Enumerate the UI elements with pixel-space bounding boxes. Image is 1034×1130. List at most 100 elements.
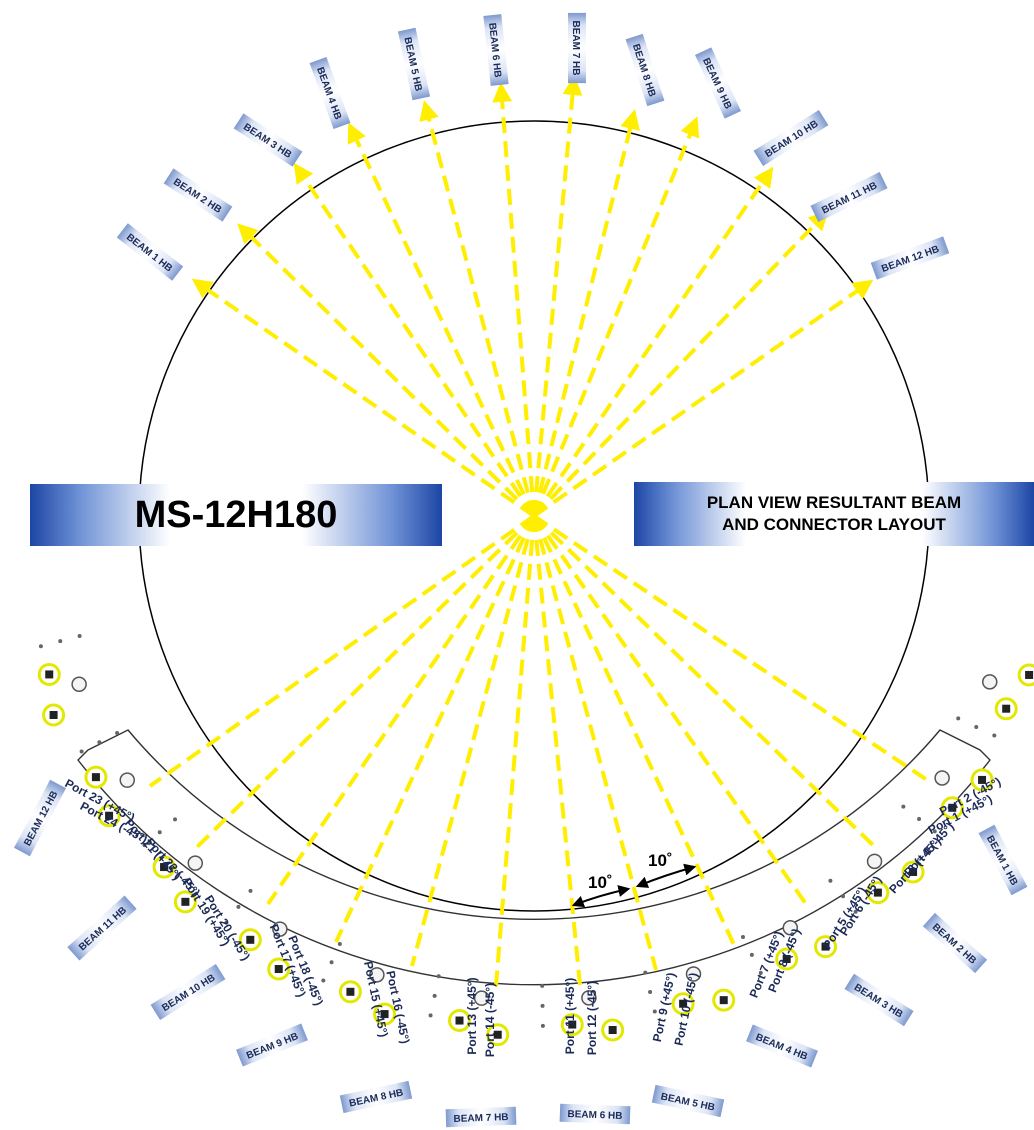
beam-line-upper bbox=[237, 223, 536, 518]
beam-tag-bottom-text: BEAM 10 HB bbox=[160, 973, 217, 1014]
beam-tag-bottom-bg bbox=[236, 1023, 308, 1067]
beam-line-upper bbox=[492, 82, 536, 517]
plate-hole bbox=[142, 843, 147, 848]
port-connector-icon bbox=[608, 1026, 617, 1035]
mount-bracket bbox=[187, 855, 204, 871]
plate-hole bbox=[248, 888, 253, 893]
port-label-text: Port 12 (-45°) bbox=[585, 981, 599, 1055]
beam-tag-bottom-bg bbox=[844, 973, 914, 1027]
beam-tag-bottom: BEAM 5 HB bbox=[651, 1084, 725, 1118]
beam-tag-top-bg bbox=[625, 33, 665, 107]
beam-line-upper bbox=[532, 210, 829, 518]
angle-arrow-left bbox=[571, 885, 631, 908]
plate-hole bbox=[236, 904, 241, 909]
port-label: Port 12 (-45°) bbox=[585, 981, 599, 1055]
beam-tag-bottom: BEAM 9 HB bbox=[236, 1023, 308, 1067]
port-connector-icon bbox=[1025, 670, 1034, 679]
beam-tag-top-bg bbox=[568, 12, 586, 84]
beam-tag-bottom-bg bbox=[339, 1080, 413, 1114]
port-label: Port 13 (+45°) bbox=[465, 977, 479, 1054]
beam-tag-bottom-bg bbox=[651, 1084, 725, 1118]
plate-hole bbox=[540, 983, 545, 988]
beam-tag-top: BEAM 6 HB bbox=[483, 14, 509, 86]
beam-tag-bottom: BEAM 2 HB bbox=[922, 912, 988, 974]
plate-hole bbox=[38, 644, 43, 649]
mount-bracket bbox=[581, 990, 597, 1006]
plate-hole bbox=[643, 970, 648, 975]
angle-arrow-right bbox=[635, 863, 697, 888]
beam-tag-bottom: BEAM 10 HB bbox=[150, 963, 226, 1021]
port-connector-icon bbox=[719, 996, 728, 1005]
beam-line-lower bbox=[494, 515, 536, 987]
mount-bracket bbox=[473, 990, 490, 1006]
beam-tag-top-bg bbox=[870, 236, 950, 280]
plate-hole bbox=[853, 909, 858, 914]
beam-tag-top-text: BEAM 10 HB bbox=[763, 119, 820, 160]
beam-tag-top: BEAM 1 HB bbox=[116, 223, 184, 281]
angle-label-left: 10˚ bbox=[588, 873, 613, 892]
beam-tag-bottom: BEAM 1 HB bbox=[978, 824, 1028, 896]
model-title: MS-12H180 bbox=[134, 493, 338, 536]
port-connector-icon bbox=[380, 1010, 389, 1019]
beam-tag-bottom: BEAM 7 HB bbox=[445, 1106, 517, 1128]
beam-line-lower bbox=[532, 515, 658, 971]
subtitle-banner: PLAN VIEW RESULTANT BEAM AND CONNECTOR L… bbox=[634, 482, 1034, 546]
port-connector-icon bbox=[49, 710, 58, 719]
beam-tag-bottom: BEAM 3 HB bbox=[844, 973, 914, 1027]
beam-tag-top: BEAM 5 HB bbox=[397, 27, 431, 101]
plate-hole bbox=[917, 817, 922, 822]
beam-tag-top-bg bbox=[753, 109, 829, 167]
beam-line-lower bbox=[532, 515, 737, 948]
beam-tag-bottom-bg bbox=[67, 895, 137, 961]
subtitle-line-2: AND CONNECTOR LAYOUT bbox=[722, 515, 946, 534]
angle-label-right: 10˚ bbox=[648, 851, 673, 870]
mount-bracket bbox=[982, 674, 998, 690]
port-connector-icon bbox=[160, 863, 169, 872]
port-connector-icon bbox=[821, 942, 830, 951]
mount-bracket bbox=[934, 770, 950, 786]
plate-hole bbox=[652, 1009, 657, 1014]
beam-tag-bottom-bg bbox=[13, 779, 67, 857]
plate-hole bbox=[648, 990, 653, 995]
mount-bracket bbox=[685, 966, 702, 982]
port-connector-icon bbox=[978, 775, 987, 784]
plate-hole bbox=[157, 830, 162, 835]
beam-tag-bottom: BEAM 4 HB bbox=[746, 1024, 818, 1068]
port-label-text: Port 13 (+45°) bbox=[465, 977, 479, 1054]
beam-tag-top-text: BEAM 7 HB bbox=[570, 20, 581, 75]
beam-tag-bottom-bg bbox=[445, 1106, 517, 1128]
beam-tag-top: BEAM 2 HB bbox=[163, 168, 233, 222]
plate-hole bbox=[901, 804, 906, 809]
port-label-text: Port 11 (+45°) bbox=[563, 978, 577, 1055]
beam-tag-bottom: BEAM 12 HB bbox=[13, 779, 67, 857]
plate-hole bbox=[321, 978, 326, 983]
beam-line-lower bbox=[266, 514, 536, 906]
beam-line-upper bbox=[532, 279, 874, 518]
port-connector-icon bbox=[1002, 704, 1011, 713]
mount-bracket bbox=[866, 853, 883, 870]
plate-hole bbox=[540, 1003, 545, 1008]
connector-plate bbox=[77, 729, 991, 986]
model-title-banner: MS-12H180 bbox=[30, 484, 442, 546]
beam-line-upper bbox=[191, 278, 536, 518]
beam-tag-top: BEAM 3 HB bbox=[233, 113, 303, 167]
beam-tag-bottom: BEAM 6 HB bbox=[559, 1103, 631, 1125]
beam-line-upper bbox=[293, 162, 536, 518]
plate-hole bbox=[115, 731, 120, 736]
beam-tags-bottom: BEAM 1 HB BEAM 2 HB BEAM 3 HB BEAM 4 HB BEAM… bbox=[13, 779, 1028, 1128]
beam-line-lower bbox=[334, 515, 536, 943]
beam-tag-top-bg bbox=[309, 56, 351, 130]
beam-line-lower bbox=[148, 514, 536, 788]
plate-hole bbox=[749, 952, 754, 957]
beam-tag-bottom-bg bbox=[150, 963, 226, 1021]
port-connector-icon bbox=[45, 670, 54, 679]
port-connector-icon bbox=[873, 888, 882, 897]
beam-tag-bottom: BEAM 11 HB bbox=[67, 895, 137, 961]
port-connector-icon bbox=[91, 773, 100, 782]
mount-bracket bbox=[71, 676, 87, 693]
port-label-text: Port 14 (-45°) bbox=[483, 983, 497, 1057]
beam-line-upper bbox=[532, 109, 640, 517]
plate-hole bbox=[992, 733, 997, 738]
